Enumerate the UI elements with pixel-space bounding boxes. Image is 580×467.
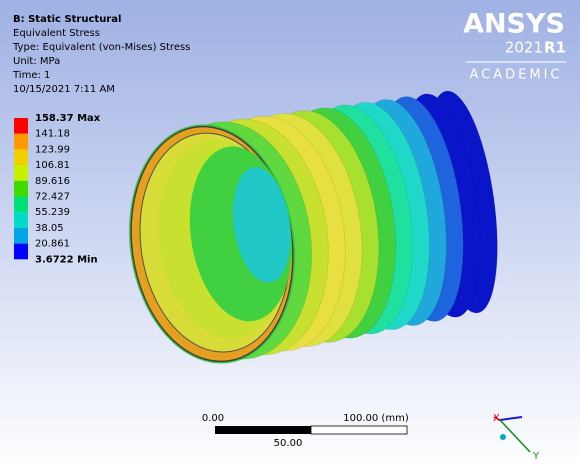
legend-swatch xyxy=(14,196,28,213)
triad: X Y xyxy=(493,413,540,462)
legend-swatch xyxy=(14,133,28,150)
legend-label: 158.37 Max xyxy=(35,113,101,124)
header-line: Unit: MPa xyxy=(13,56,60,67)
scale-middle: 50.00 xyxy=(274,438,303,449)
header-line: Equivalent Stress xyxy=(13,28,100,39)
header-lines: Equivalent Stress Type: Equivalent (von-M… xyxy=(12,28,190,95)
legend-label: 141.18 xyxy=(35,129,70,140)
header-line: Type: Equivalent (von-Mises) Stress xyxy=(12,42,190,53)
logo-name: ANSYS xyxy=(463,9,565,40)
legend-label: 106.81 xyxy=(35,160,70,171)
legend-label: 123.99 xyxy=(35,144,70,155)
logo-edition: ACADEMIC xyxy=(470,68,563,83)
model xyxy=(128,90,498,364)
legend-swatch xyxy=(14,165,28,181)
legend-swatch xyxy=(14,227,28,244)
header-line: Time: 1 xyxy=(12,70,50,81)
legend-swatch xyxy=(14,118,28,134)
legend-swatch xyxy=(14,180,28,197)
legend-label: 89.616 xyxy=(35,176,70,187)
header-line: 10/15/2021 7:11 AM xyxy=(13,84,115,95)
legend-swatch xyxy=(14,243,28,260)
logo-version: 2021 xyxy=(505,39,543,57)
bore-cyan xyxy=(232,167,291,283)
title: B: Static Structural xyxy=(13,14,121,25)
legend-label: 38.05 xyxy=(35,223,64,234)
triad-x-label: X xyxy=(493,413,500,424)
triad-origin xyxy=(500,434,506,440)
legend-label: 3.6722 Min xyxy=(35,254,98,265)
legend-label: 20.861 xyxy=(35,239,70,250)
scale-start: 0.00 xyxy=(202,413,224,424)
legend-swatch xyxy=(14,149,28,166)
legend-label: 72.427 xyxy=(35,192,70,203)
scale-bar-white xyxy=(310,425,408,435)
logo-release: R1 xyxy=(544,39,566,57)
legend-label: 55.239 xyxy=(35,207,70,218)
triad-x xyxy=(493,416,501,421)
triad-z xyxy=(499,416,523,421)
legend: 158.37 Max 141.18 123.99 106.81 89.616 72.427… xyxy=(14,113,101,265)
scale-end: 100.00 (mm) xyxy=(343,413,409,424)
scale-bar-black xyxy=(215,426,311,434)
legend-swatch xyxy=(14,212,28,228)
triad-y-label: Y xyxy=(532,451,540,462)
triad-y xyxy=(499,419,531,453)
